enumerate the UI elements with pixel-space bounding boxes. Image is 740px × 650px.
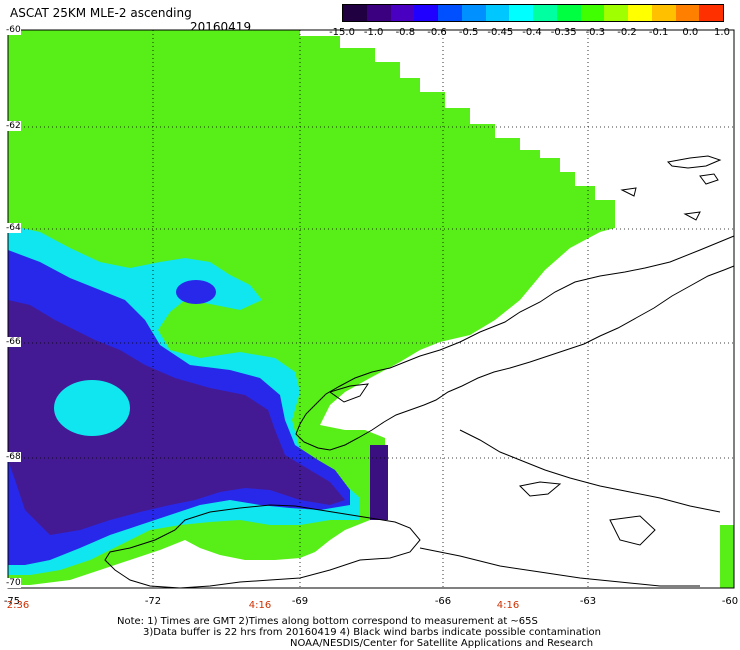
- colorbar-label: -1.0: [363, 27, 384, 38]
- coastline-island-5: [328, 383, 370, 403]
- note-line-2: 3)Data buffer is 22 hrs from 20160419 4)…: [143, 627, 601, 638]
- coastline-island-3: [620, 187, 637, 197]
- colorbar: [342, 4, 724, 22]
- colorbar-label: 1.0: [714, 27, 730, 38]
- colorbar-label: 0.0: [682, 27, 699, 38]
- lon-label-60: -60: [721, 596, 739, 607]
- colorbar-label: -15.0: [329, 27, 355, 38]
- time-label-3: 4:16: [496, 600, 520, 611]
- colorbar-label: -0.8: [395, 27, 416, 38]
- lat-label-66: -66: [6, 337, 21, 347]
- colorbar-swatch: [628, 5, 652, 21]
- colorbar-swatch: [604, 5, 628, 21]
- colorbar-swatch: [343, 5, 367, 21]
- colorbar-swatch: [556, 5, 581, 21]
- colorbar-label: -0.4: [522, 27, 542, 38]
- lat-label-60: -60: [6, 25, 21, 35]
- coastline: [104, 155, 735, 589]
- colorbar-label: -0.35: [550, 27, 577, 38]
- colorbar-swatch: [533, 5, 557, 21]
- time-label-1: 2:36: [6, 600, 30, 611]
- lat-label-70: -70: [6, 578, 21, 588]
- lat-label-64: -64: [6, 223, 21, 233]
- lon-label-66: -66: [434, 596, 452, 607]
- note-line-1: Note: 1) Times are GMT 2)Times along bot…: [117, 616, 538, 627]
- lat-label-62: -62: [6, 121, 21, 131]
- lon-label-69: -69: [291, 596, 309, 607]
- coastline-peninsula: [295, 235, 735, 451]
- coastline-island-7: [609, 515, 656, 546]
- lon-label-75: -75: [3, 596, 21, 607]
- lon-label-72: -72: [144, 596, 162, 607]
- colorbar-swatch: [366, 5, 391, 21]
- swath-purple: [8, 300, 345, 535]
- swath-cyan-eddy: [54, 380, 130, 436]
- colorbar-swatch: [651, 5, 676, 21]
- coastline-island-1: [666, 155, 722, 169]
- title: ASCAT 25KM MLE-2 ascending: [10, 6, 192, 20]
- colorbar-swatch: [485, 5, 510, 21]
- colorbar-swatch: [438, 5, 462, 21]
- swath-data: [8, 30, 734, 588]
- graticule: [8, 30, 734, 588]
- lat-label-68: -68: [6, 452, 21, 462]
- swath-dark-strip: [370, 445, 388, 520]
- colorbar-swatch: [699, 5, 723, 21]
- coastline-island-4: [683, 211, 701, 221]
- coastline-island-2: [699, 173, 719, 185]
- colorbar-label: -0.2: [617, 27, 637, 38]
- colorbar-label: -0.5: [458, 27, 479, 38]
- lon-label-63: -63: [579, 596, 597, 607]
- colorbar-swatch: [390, 5, 415, 21]
- coastline-east: [459, 429, 721, 513]
- swath-east-strip: [720, 525, 734, 588]
- colorbar-swatch: [675, 5, 700, 21]
- swath-blue-eddy: [176, 280, 216, 304]
- colorbar-swatch: [461, 5, 486, 21]
- colorbar-swatch: [580, 5, 605, 21]
- time-label-2: 4:16: [248, 600, 272, 611]
- coastline-island-6: [518, 481, 562, 497]
- colorbar-label: -0.45: [487, 27, 514, 38]
- note-line-3: NOAA/NESDIS/Center for Satellite Applica…: [290, 638, 594, 649]
- colorbar-swatch: [509, 5, 533, 21]
- colorbar-label: -0.6: [427, 27, 447, 38]
- colorbar-label: -0.1: [648, 27, 669, 38]
- colorbar-swatch: [414, 5, 438, 21]
- map-frame: [7, 29, 735, 589]
- coastline-south: [419, 547, 700, 587]
- coastline-ice-shelf: [104, 504, 421, 589]
- colorbar-label: -0.3: [585, 27, 606, 38]
